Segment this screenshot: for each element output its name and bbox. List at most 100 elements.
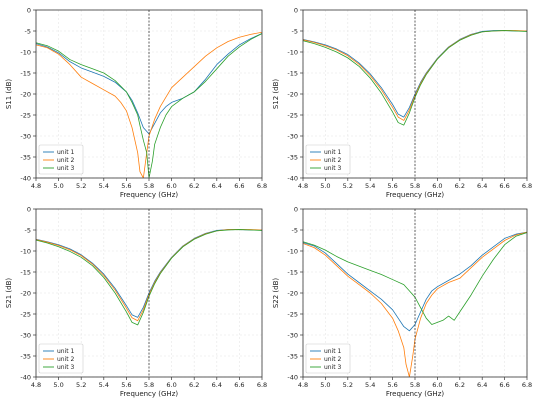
x-axis-label: Frequency (GHz) [386, 191, 444, 199]
y-tick-label: -20 [20, 289, 31, 297]
x-tick-label: 6.4 [212, 182, 222, 190]
y-tick-label: -15 [20, 69, 31, 77]
legend-label: unit 2 [324, 157, 342, 164]
plot-frame [35, 208, 263, 378]
y-tick-label: -25 [20, 111, 31, 119]
legend-label: unit 2 [57, 356, 75, 363]
y-tick-label: -30 [287, 132, 298, 140]
y-tick-label: -15 [287, 268, 298, 276]
y-tick-label: -10 [287, 48, 298, 56]
legend-label: unit 1 [57, 348, 75, 355]
y-tick-label: -5 [292, 226, 298, 234]
x-tick-label: 6.6 [234, 381, 244, 389]
y-tick-label: -25 [287, 111, 298, 119]
series-line-unit-3 [303, 30, 527, 126]
y-tick-label: -10 [20, 48, 31, 56]
y-tick-label: 0 [294, 205, 298, 213]
legend-label: unit 1 [324, 348, 342, 355]
y-tick-label: 0 [294, 6, 298, 14]
x-tick-label: 6.8 [257, 381, 267, 389]
x-tick-label: 6.0 [166, 381, 176, 389]
x-tick-label: 5.0 [320, 182, 330, 190]
x-tick-label: 4.8 [298, 182, 308, 190]
x-tick-label: 5.6 [121, 381, 131, 389]
x-tick-label: 6.4 [477, 381, 487, 389]
legend-label: unit 3 [57, 165, 75, 172]
y-tick-label: 0 [27, 205, 31, 213]
x-tick-label: 5.8 [410, 381, 420, 389]
y-tick-label: -10 [20, 247, 31, 255]
x-tick-label: 4.8 [298, 381, 308, 389]
y-axis-label: S12 (dB) [272, 79, 280, 110]
x-tick-label: 5.0 [53, 182, 63, 190]
x-tick-label: 6.8 [522, 381, 532, 389]
y-tick-label: -35 [20, 352, 31, 360]
y-tick-label: -40 [20, 174, 31, 182]
series-line-unit-3 [303, 232, 527, 325]
x-tick-label: 6.6 [499, 182, 509, 190]
x-tick-label: 5.4 [99, 182, 109, 190]
x-tick-label: 5.2 [343, 182, 353, 190]
panel-s12: 4.8 5.0 5.2 5.4 5.6 5.8 6.0 6.2 6.4 6.6 6.8 0 -5 -10 -… [272, 6, 532, 199]
series-line-unit-2 [303, 231, 527, 377]
x-tick-label: 5.6 [121, 182, 131, 190]
x-tick-label: 6.0 [166, 182, 176, 190]
y-tick-label: -10 [287, 247, 298, 255]
x-axis-label: Frequency (GHz) [386, 390, 444, 398]
y-tick-label: -20 [287, 90, 298, 98]
x-tick-label: 6.2 [189, 182, 199, 190]
y-tick-label: -35 [287, 352, 298, 360]
x-tick-label: 6.6 [499, 381, 509, 389]
y-tick-label: -40 [287, 174, 298, 182]
x-tick-label: 5.2 [76, 381, 86, 389]
series-line-unit-3 [36, 229, 262, 326]
y-axis-label: S11 (dB) [5, 79, 13, 110]
legend-label: unit 3 [324, 364, 342, 371]
y-axis-label: S21 (dB) [5, 278, 13, 309]
y-tick-label: -30 [20, 331, 31, 339]
x-tick-label: 6.0 [432, 182, 442, 190]
x-tick-label: 6.2 [455, 381, 465, 389]
x-tick-label: 5.4 [365, 381, 375, 389]
y-tick-label: -20 [20, 90, 31, 98]
y-tick-label: -25 [287, 310, 298, 318]
x-tick-label: 6.2 [455, 182, 465, 190]
x-tick-label: 5.8 [410, 182, 420, 190]
y-tick-label: -5 [292, 27, 298, 35]
panel-s11: 4.8 5.0 5.2 5.4 5.6 5.8 6.0 6.2 6.4 6.6 6.8 0 -5 -10 -… [5, 6, 267, 199]
plot-frame [302, 9, 528, 179]
x-tick-label: 6.6 [234, 182, 244, 190]
y-tick-label: -35 [287, 153, 298, 161]
x-tick-label: 5.0 [320, 381, 330, 389]
x-tick-label: 4.8 [31, 381, 41, 389]
plot-frame [302, 208, 528, 378]
y-tick-label: -30 [20, 132, 31, 140]
y-tick-label: -5 [25, 27, 31, 35]
legend-label: unit 2 [324, 356, 342, 363]
x-tick-label: 6.4 [477, 182, 487, 190]
x-tick-label: 5.4 [99, 381, 109, 389]
legend-label: unit 1 [324, 149, 342, 156]
x-tick-label: 6.8 [522, 182, 532, 190]
x-tick-label: 5.4 [365, 182, 375, 190]
x-tick-label: 5.8 [144, 182, 154, 190]
plot-frame [35, 9, 263, 179]
x-tick-label: 4.8 [31, 182, 41, 190]
x-tick-label: 6.2 [189, 381, 199, 389]
y-tick-label: -15 [287, 69, 298, 77]
x-tick-label: 5.0 [53, 381, 63, 389]
series-line-unit-3 [36, 33, 262, 178]
x-tick-label: 5.6 [387, 182, 397, 190]
y-tick-label: -40 [287, 373, 298, 381]
y-tick-label: -30 [287, 331, 298, 339]
x-tick-label: 6.8 [257, 182, 267, 190]
series-line-unit-1 [303, 30, 527, 118]
y-tick-label: -20 [287, 289, 298, 297]
x-tick-label: 5.6 [387, 381, 397, 389]
series-line-unit-2 [36, 31, 262, 178]
